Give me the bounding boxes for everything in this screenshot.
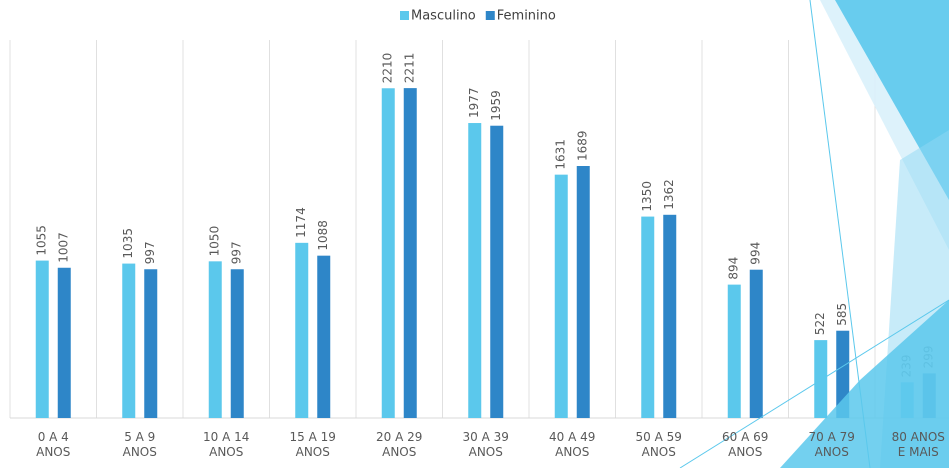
value-label: 1977 <box>467 87 481 118</box>
bar <box>836 330 850 418</box>
bar <box>490 125 504 419</box>
x-tick-label: 30 A 39 ANOS <box>462 430 509 459</box>
value-label: 1088 <box>316 220 330 251</box>
value-label: 1959 <box>489 90 503 121</box>
bar <box>57 267 71 418</box>
value-label: 1689 <box>576 130 590 161</box>
bar <box>554 174 568 418</box>
value-label: 585 <box>835 303 849 326</box>
value-label: 1007 <box>57 232 71 263</box>
bar <box>122 263 136 418</box>
bar <box>468 123 482 418</box>
value-label: 299 <box>922 345 936 368</box>
value-label: 2210 <box>381 53 395 84</box>
legend-label: Feminino <box>497 9 556 24</box>
bar <box>35 260 49 418</box>
value-label: 1362 <box>662 179 676 210</box>
bar <box>727 284 741 418</box>
bar <box>230 269 244 418</box>
bar <box>403 88 417 418</box>
value-label: 997 <box>230 241 244 264</box>
bar <box>814 340 828 418</box>
x-tick-label: 15 A 19 ANOS <box>289 430 336 459</box>
bar <box>144 269 158 418</box>
bar <box>663 214 677 418</box>
x-tick-label: 20 A 29 ANOS <box>376 430 423 459</box>
value-label: 1035 <box>121 228 135 259</box>
value-label: 997 <box>143 241 157 264</box>
bar <box>900 382 914 418</box>
x-tick-label: 80 ANOS E MAIS <box>891 430 945 459</box>
value-label: 1631 <box>554 139 568 170</box>
legend-swatch <box>485 11 495 20</box>
value-label: 522 <box>813 312 827 335</box>
value-label: 239 <box>900 354 914 377</box>
value-label: 1174 <box>294 207 308 238</box>
bar <box>922 373 936 418</box>
value-label: 2211 <box>403 53 417 84</box>
bar <box>295 242 309 418</box>
value-label: 1050 <box>208 226 222 257</box>
bar <box>381 88 395 418</box>
x-tick-label: 10 A 14 ANOS <box>203 430 250 459</box>
bar <box>208 261 222 418</box>
x-tick-label: 40 A 49 ANOS <box>549 430 596 459</box>
value-label: 1055 <box>35 225 49 256</box>
bar <box>576 166 590 418</box>
value-label: 1350 <box>640 181 654 212</box>
legend-label: Masculino <box>411 9 476 24</box>
x-tick-label: 0 A 4 ANOS <box>36 430 71 459</box>
x-tick-label: 50 A 59 ANOS <box>635 430 682 459</box>
x-tick-label: 70 A 79 ANOS <box>808 430 855 459</box>
x-tick-label: 5 A 9 ANOS <box>122 430 157 459</box>
bar <box>641 216 655 418</box>
value-label: 894 <box>727 257 741 280</box>
x-tick-label: 60 A 69 ANOS <box>722 430 769 459</box>
bar <box>749 269 763 418</box>
value-label: 994 <box>749 242 763 265</box>
legend-swatch <box>400 11 409 20</box>
bar <box>317 255 331 418</box>
